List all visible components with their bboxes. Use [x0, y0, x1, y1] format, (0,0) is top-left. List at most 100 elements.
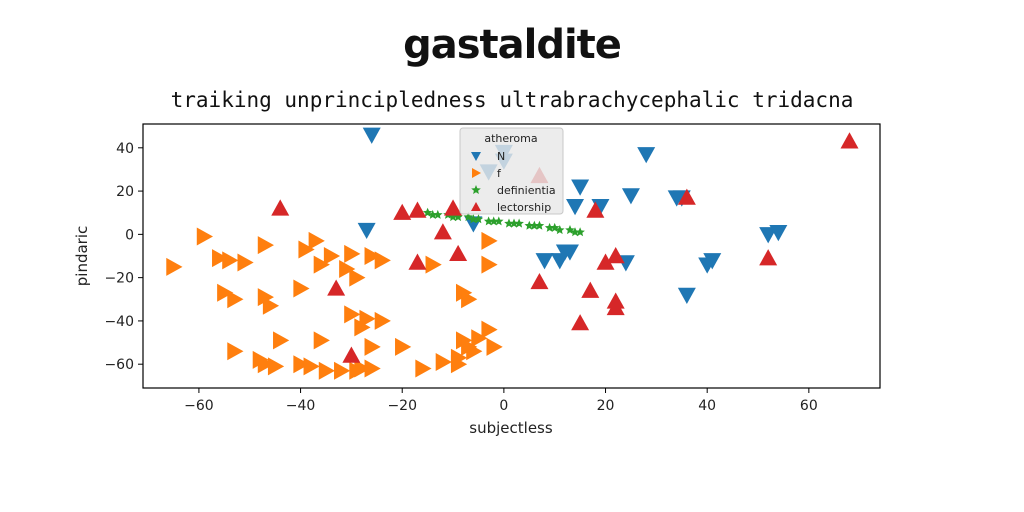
legend-label-definientia: definientia: [497, 184, 556, 197]
data-point-f: [415, 359, 432, 378]
data-point-f: [435, 353, 452, 372]
data-point-f: [339, 259, 356, 278]
ticks-layer: −60 −40 −20 0 20 40 60 −60 −40 −20 0 20 40: [104, 141, 817, 414]
data-point-f: [364, 359, 381, 378]
y-tick-label: −60: [104, 357, 134, 373]
data-point-N: [759, 227, 778, 244]
data-point-f: [425, 255, 442, 274]
y-axis-label: pindaric: [73, 226, 91, 287]
y-tick-label: 0: [125, 227, 134, 243]
x-tick-label: −40: [286, 398, 316, 414]
legend-items: Nf definientia lectorship: [471, 150, 556, 214]
y-tick-label: 20: [116, 184, 134, 200]
data-point-definientia: [468, 214, 479, 224]
data-point-f: [303, 357, 320, 376]
data-point-N: [637, 147, 656, 164]
data-point-f: [364, 337, 381, 356]
data-point-definientia: [534, 220, 545, 230]
data-point-f: [262, 296, 280, 315]
chart-subtitle: traiking unprincipledness ultrabrachycep…: [170, 88, 854, 112]
data-point-lectorship: [444, 199, 463, 216]
data-point-f: [374, 311, 391, 330]
data-point-f: [461, 337, 478, 356]
legend-marker-definientia: [471, 185, 481, 194]
y-tick-label: −20: [104, 271, 134, 287]
data-point-definientia: [509, 218, 519, 228]
data-point-lectorship: [840, 132, 859, 149]
data-point-f: [481, 255, 498, 274]
data-point-f: [227, 342, 244, 361]
data-point-lectorship: [433, 223, 452, 240]
data-point-f: [237, 253, 254, 272]
data-point-N: [677, 287, 696, 304]
x-tick-label: 0: [499, 398, 508, 414]
data-point-f: [318, 361, 335, 380]
data-point-f: [227, 290, 244, 309]
x-tick-label: −60: [184, 398, 214, 414]
x-tick-label: 60: [800, 398, 818, 414]
data-point-f: [166, 257, 183, 276]
data-point-lectorship: [586, 201, 605, 218]
data-point-f: [349, 268, 366, 287]
plot-area: [142, 123, 881, 389]
legend-label-N: N: [497, 150, 505, 163]
data-point-f: [354, 359, 371, 378]
data-point-definientia: [428, 209, 438, 219]
data-point-f: [313, 255, 330, 274]
data-point-f: [257, 355, 274, 374]
data-point-lectorship: [581, 281, 600, 298]
data-point-f: [267, 357, 285, 376]
data-point-lectorship: [571, 314, 590, 331]
data-point-f: [344, 244, 361, 263]
data-point-lectorship: [271, 199, 290, 216]
data-point-lectorship: [677, 188, 696, 205]
data-point-definientia: [524, 220, 534, 230]
data-point-f: [461, 290, 478, 309]
data-point-f: [374, 251, 391, 270]
data-point-N: [560, 244, 579, 261]
data-point-definientia: [544, 222, 555, 232]
data-point-f: [313, 331, 330, 350]
data-point-lectorship: [393, 203, 412, 220]
data-point-lectorship: [606, 298, 625, 316]
data-point-lectorship: [408, 201, 427, 218]
data-point-definientia: [448, 212, 458, 222]
data-point-N: [703, 253, 722, 270]
data-point-N: [621, 188, 640, 205]
data-point-f: [354, 318, 371, 337]
legend-label-f: f: [497, 167, 502, 180]
data-point-f: [257, 288, 274, 307]
data-point-definientia: [555, 225, 565, 235]
x-axis-label: subjectless: [469, 419, 553, 437]
x-tick-label: 40: [698, 398, 716, 414]
data-point-lectorship: [530, 272, 549, 290]
data-point-f: [308, 231, 325, 250]
y-tick-label: −40: [104, 314, 134, 330]
data-point-definientia: [453, 212, 463, 222]
x-tick-label: 20: [597, 398, 615, 414]
data-point-definientia: [433, 209, 443, 219]
data-point-f: [298, 240, 315, 259]
data-point-definientia: [549, 222, 560, 232]
legend-marker-f: [472, 168, 481, 178]
data-point-lectorship: [606, 247, 625, 264]
data-point-definientia: [473, 214, 484, 224]
data-point-definientia: [489, 216, 499, 226]
legend-title: atheroma: [484, 132, 537, 145]
data-point-f: [273, 331, 290, 350]
data-point-lectorship: [327, 279, 346, 296]
data-point-f: [323, 247, 341, 265]
data-point-definientia: [483, 216, 494, 226]
data-point-f: [395, 337, 412, 356]
data-point-definientia: [514, 218, 524, 228]
data-point-f: [217, 283, 234, 302]
data-point-definientia: [504, 218, 514, 228]
data-point-f: [359, 309, 376, 328]
data-point-lectorship: [342, 346, 361, 363]
x-tick-label: −20: [387, 398, 417, 414]
data-point-f: [364, 247, 381, 265]
data-point-definientia: [575, 227, 585, 237]
y-tick-label: 40: [116, 141, 134, 157]
data-point-N: [571, 179, 590, 196]
